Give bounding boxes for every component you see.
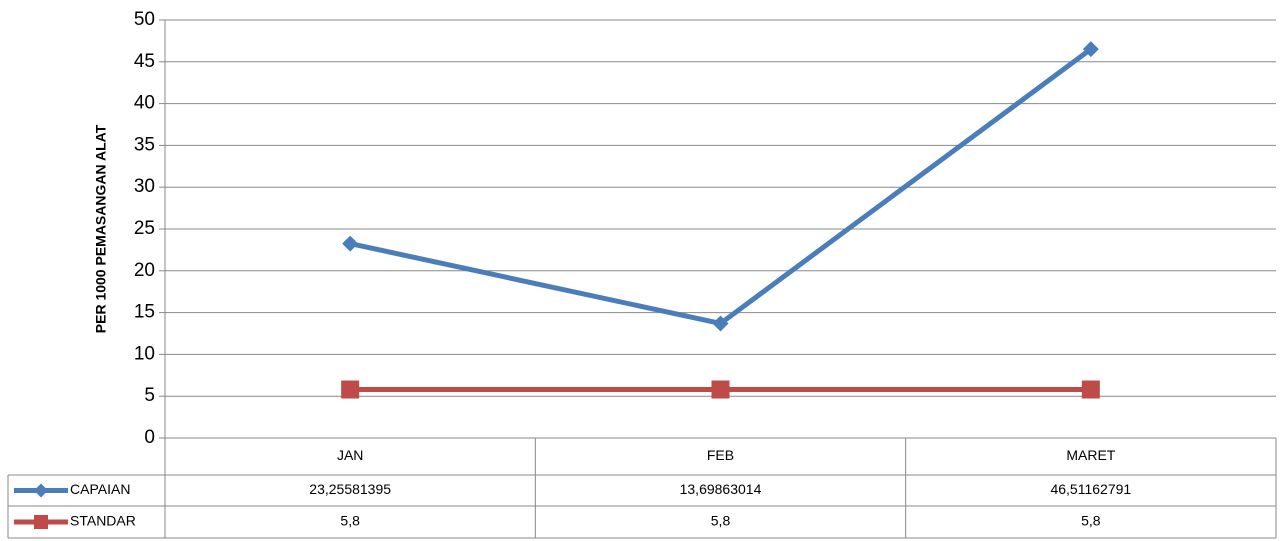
y-tick-label: 50 <box>134 9 155 30</box>
marker <box>1082 41 1099 58</box>
y-tick-label: 0 <box>144 427 155 448</box>
y-tick-label: 5 <box>144 385 155 406</box>
y-tick-label: 35 <box>134 134 155 155</box>
series-line <box>349 47 1093 326</box>
marker <box>341 380 360 399</box>
data-label: 13,69863014 <box>680 481 762 497</box>
y-tick-label: 25 <box>134 218 155 239</box>
x-tick-label: MARET <box>1066 447 1115 463</box>
x-tick-label: FEB <box>707 447 734 463</box>
data-label: 5,8 <box>711 513 731 529</box>
legend-label: CAPAIAN <box>70 481 130 497</box>
y-tick-label: 15 <box>134 302 155 323</box>
y-tick-label: 20 <box>134 260 155 281</box>
x-tick-label: JAN <box>337 447 363 463</box>
data-label: 23,25581395 <box>309 481 391 497</box>
y-tick-label: 30 <box>134 176 155 197</box>
marker <box>712 315 729 332</box>
y-tick-label: 45 <box>134 51 155 72</box>
y-tick-label: 10 <box>134 343 155 364</box>
data-label: 46,51162791 <box>1050 481 1131 497</box>
legend-marker <box>34 515 48 529</box>
legend-marker <box>34 483 48 498</box>
data-label: 5,8 <box>1081 513 1101 529</box>
marker <box>1081 380 1100 399</box>
data-label: 5,8 <box>340 513 360 529</box>
y-axis-label: PER 1000 PEMASANGAN ALAT <box>93 124 109 333</box>
y-tick-label: 40 <box>134 93 155 114</box>
marker <box>342 235 359 252</box>
marker <box>711 380 730 399</box>
legend-label: STANDAR <box>70 513 136 529</box>
